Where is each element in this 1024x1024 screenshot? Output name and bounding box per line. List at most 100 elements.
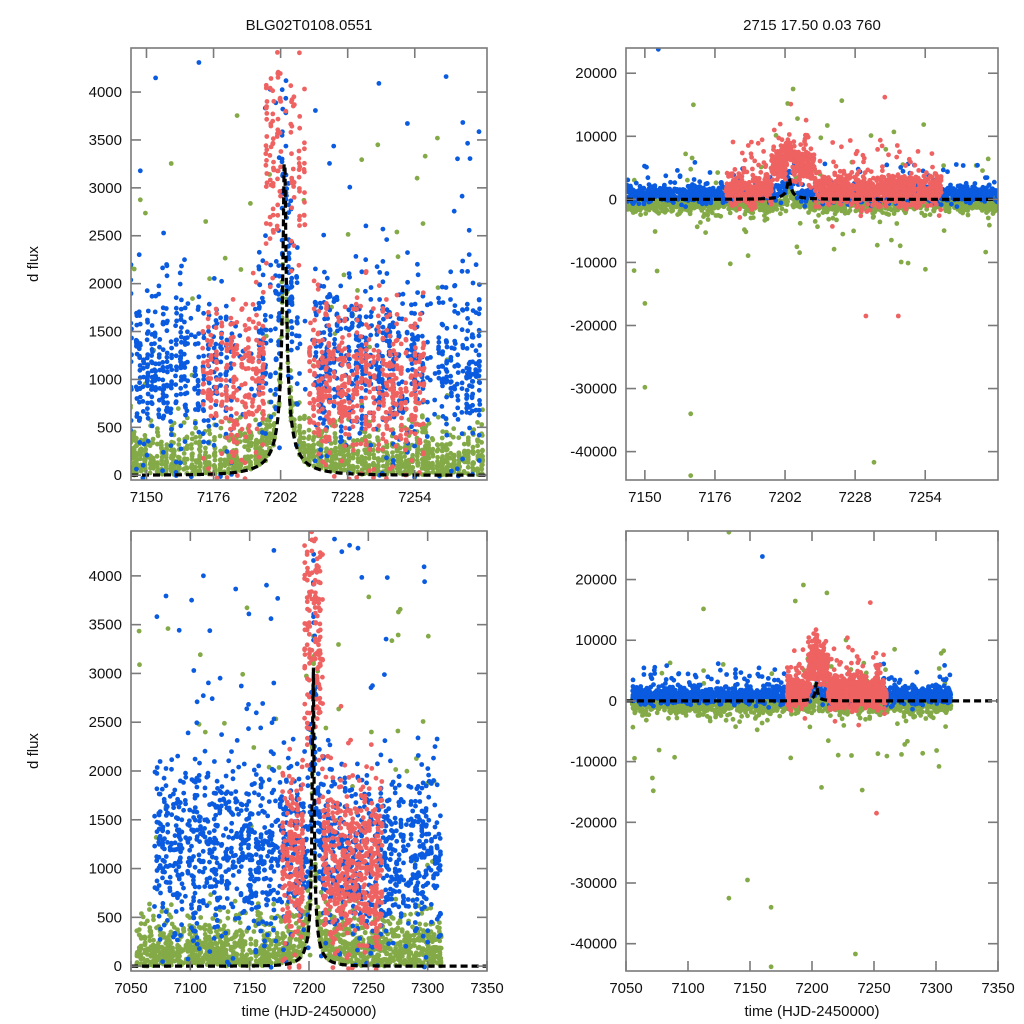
- data-point-green: [422, 153, 428, 159]
- data-point-red: [371, 427, 376, 432]
- data-point-blue: [425, 339, 430, 345]
- data-point-blue: [179, 325, 184, 330]
- data-point-red: [243, 434, 249, 440]
- data-point-blue: [452, 386, 458, 392]
- data-point-blue: [160, 360, 166, 365]
- data-point-blue: [476, 297, 482, 302]
- data-point-blue: [339, 438, 345, 444]
- data-point-blue: [465, 269, 470, 274]
- data-point-green: [176, 464, 182, 470]
- data-point-blue: [356, 343, 361, 349]
- data-point-green: [414, 175, 420, 181]
- data-point-red: [316, 409, 322, 414]
- data-point-red: [208, 332, 214, 338]
- data-point-red: [390, 400, 396, 406]
- data-point-red: [324, 414, 329, 419]
- data-point-red: [384, 327, 390, 333]
- data-point-red: [307, 420, 313, 425]
- data-point-red: [278, 164, 283, 170]
- data-point-red: [246, 358, 252, 363]
- data-point-green: [305, 443, 311, 448]
- data-point-red: [324, 301, 329, 306]
- data-point-red: [277, 97, 283, 102]
- data-point-green: [134, 452, 140, 458]
- data-point-red: [326, 353, 332, 358]
- data-point-red: [403, 447, 408, 453]
- data-point-red: [297, 186, 302, 191]
- data-point-blue: [178, 349, 184, 354]
- data-point-green: [451, 453, 457, 459]
- data-point-green: [727, 261, 733, 267]
- data-point-green: [264, 438, 269, 444]
- data-point-red: [417, 359, 422, 365]
- data-point-red: [312, 372, 317, 378]
- data-point-red: [228, 406, 234, 412]
- data-point-red: [354, 475, 360, 480]
- data-point-green: [398, 456, 404, 461]
- data-point-blue: [156, 376, 162, 382]
- data-point-red: [231, 353, 237, 359]
- data-point-green: [420, 425, 425, 431]
- data-point-green: [456, 461, 462, 467]
- data-point-green: [430, 452, 436, 457]
- data-point-green: [131, 429, 137, 435]
- data-point-green: [779, 206, 785, 212]
- data-point-red: [331, 352, 336, 358]
- data-point-blue: [409, 310, 414, 316]
- data-point-green: [894, 221, 900, 226]
- data-point-green: [332, 440, 338, 446]
- data-point-red: [403, 426, 409, 432]
- data-point-red: [246, 428, 252, 434]
- data-point-red: [364, 442, 369, 448]
- data-point-green: [395, 254, 401, 260]
- data-point-green: [470, 448, 476, 454]
- data-point-blue: [368, 314, 373, 320]
- data-point-red: [359, 385, 364, 391]
- data-point-red: [398, 370, 404, 376]
- data-point-red: [403, 317, 408, 322]
- data-point-red: [296, 161, 302, 166]
- data-point-red: [264, 111, 270, 116]
- data-point-blue: [312, 300, 318, 306]
- data-point-red: [311, 382, 316, 388]
- data-point-red: [384, 297, 389, 302]
- data-point-red: [315, 286, 321, 292]
- data-point-red: [308, 320, 313, 326]
- data-point-blue: [465, 140, 470, 146]
- data-point-blue: [273, 326, 278, 332]
- data-point-red: [289, 151, 294, 157]
- data-point-red: [413, 373, 418, 379]
- data-point-red: [387, 466, 393, 472]
- data-point-red: [223, 415, 229, 421]
- data-point-red: [421, 340, 426, 346]
- data-point-green: [272, 421, 277, 426]
- data-point-red: [358, 355, 364, 360]
- data-point-red: [354, 351, 360, 357]
- data-point-red: [350, 442, 356, 448]
- data-point-blue: [178, 317, 184, 322]
- data-point-red: [224, 475, 230, 480]
- data-point-blue: [200, 407, 206, 412]
- data-point-green: [263, 427, 269, 433]
- data-point-blue: [262, 312, 268, 318]
- data-point-green: [475, 454, 481, 459]
- data-point-blue: [149, 293, 155, 299]
- data-point-green: [983, 249, 989, 255]
- data-point-red: [323, 462, 328, 468]
- data-point-blue: [354, 374, 360, 380]
- data-point-green: [643, 206, 649, 212]
- data-point-red: [223, 378, 229, 383]
- data-point-red: [363, 438, 369, 443]
- data-point-blue: [152, 378, 158, 383]
- data-point-red: [208, 405, 214, 410]
- data-point-blue: [218, 359, 224, 365]
- data-point-blue: [412, 443, 417, 449]
- panel-top-right: 7150 7176 7202 7228 7254-40000-30000-20000-1…: [570, 47, 999, 506]
- data-point-red: [289, 175, 295, 181]
- data-point-green: [883, 146, 889, 152]
- data-point-blue: [449, 393, 454, 399]
- data-point-blue: [380, 279, 386, 285]
- data-point-blue: [137, 367, 143, 373]
- data-point-red: [371, 354, 376, 360]
- data-point-red: [375, 324, 381, 330]
